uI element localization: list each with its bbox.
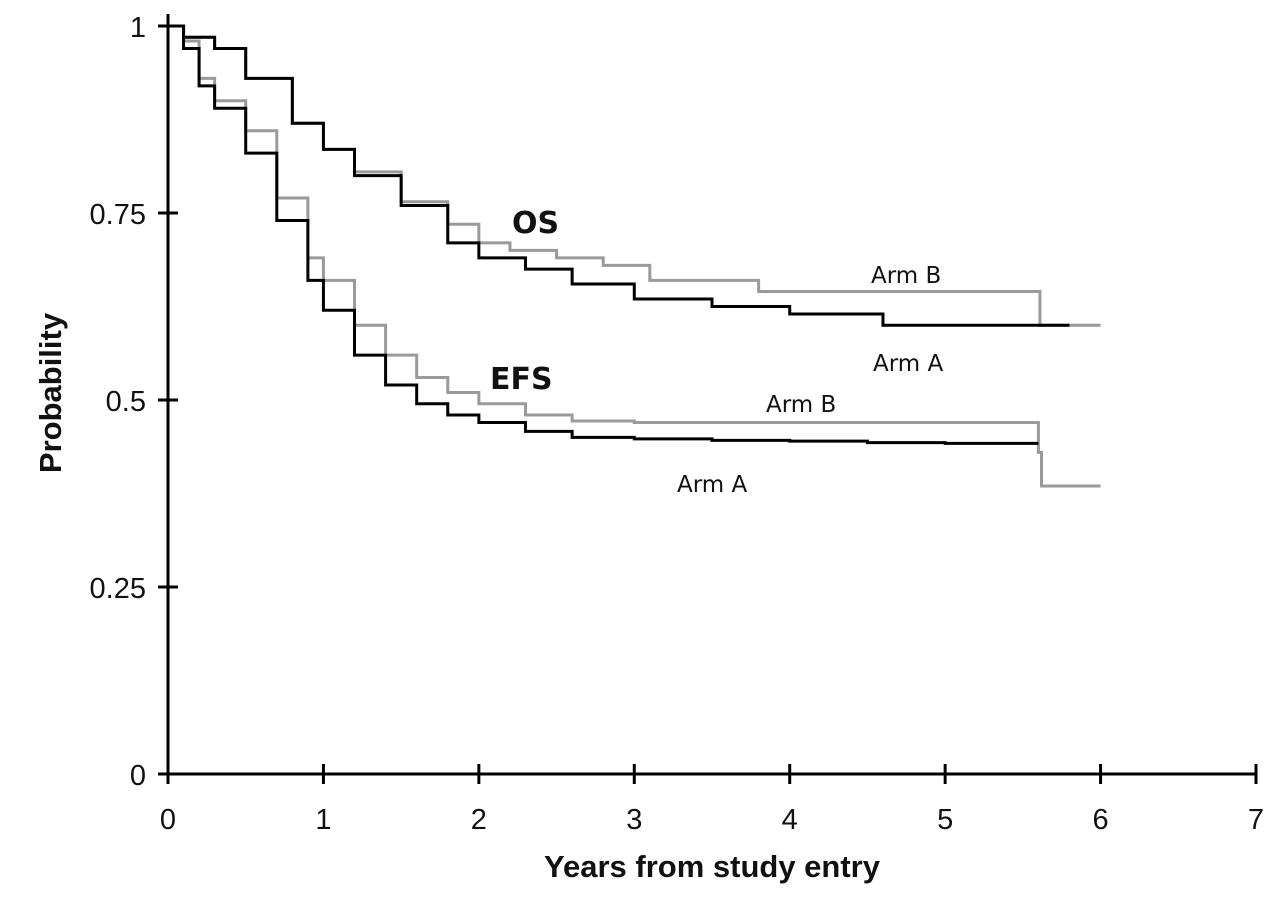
y-tick-label: 1: [130, 12, 146, 44]
x-tick-label: 3: [626, 804, 642, 836]
tick-labels: 0 1 2 3 4 5 6 7 0 0.25 0.5 0.75 1: [90, 12, 1265, 836]
x-tick-label: 1: [315, 804, 331, 836]
x-tick-label: 0: [160, 804, 176, 836]
tick-marks: [158, 24, 1258, 784]
y-tick-label: 0: [130, 760, 146, 792]
os-arm-a-curve: [168, 24, 1070, 327]
axes: [166, 14, 1256, 776]
survival-curves: [168, 24, 1101, 488]
x-tick-label: 7: [1248, 804, 1264, 836]
efs-arm-b-curve: [168, 24, 1101, 488]
y-tick-label: 0.5: [106, 386, 146, 418]
x-tick-label: 5: [937, 804, 953, 836]
y-tick-label: 0.75: [90, 199, 146, 231]
efs-arm-a-curve: [168, 24, 1039, 445]
x-tick-label: 4: [782, 804, 798, 836]
efs-curve-label: EFS: [490, 362, 553, 397]
os-arm-a-label: Arm A: [873, 351, 944, 377]
y-tick-label: 0.25: [90, 573, 146, 605]
efs-arm-b-label: Arm B: [766, 392, 836, 418]
os-curve-label: OS: [512, 206, 559, 241]
efs-arm-a-label: Arm A: [677, 472, 748, 498]
x-tick-label: 6: [1093, 804, 1109, 836]
x-tick-label: 2: [471, 804, 487, 836]
os-arm-b-label: Arm B: [871, 263, 941, 289]
y-axis-title: Probability: [33, 312, 68, 473]
x-axis-title: Years from study entry: [544, 849, 881, 884]
